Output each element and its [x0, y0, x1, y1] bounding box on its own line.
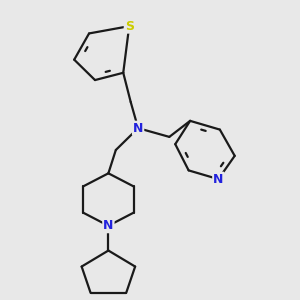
Text: N: N	[133, 122, 143, 135]
Text: S: S	[125, 20, 134, 33]
Text: N: N	[103, 219, 114, 232]
Text: N: N	[213, 172, 224, 186]
